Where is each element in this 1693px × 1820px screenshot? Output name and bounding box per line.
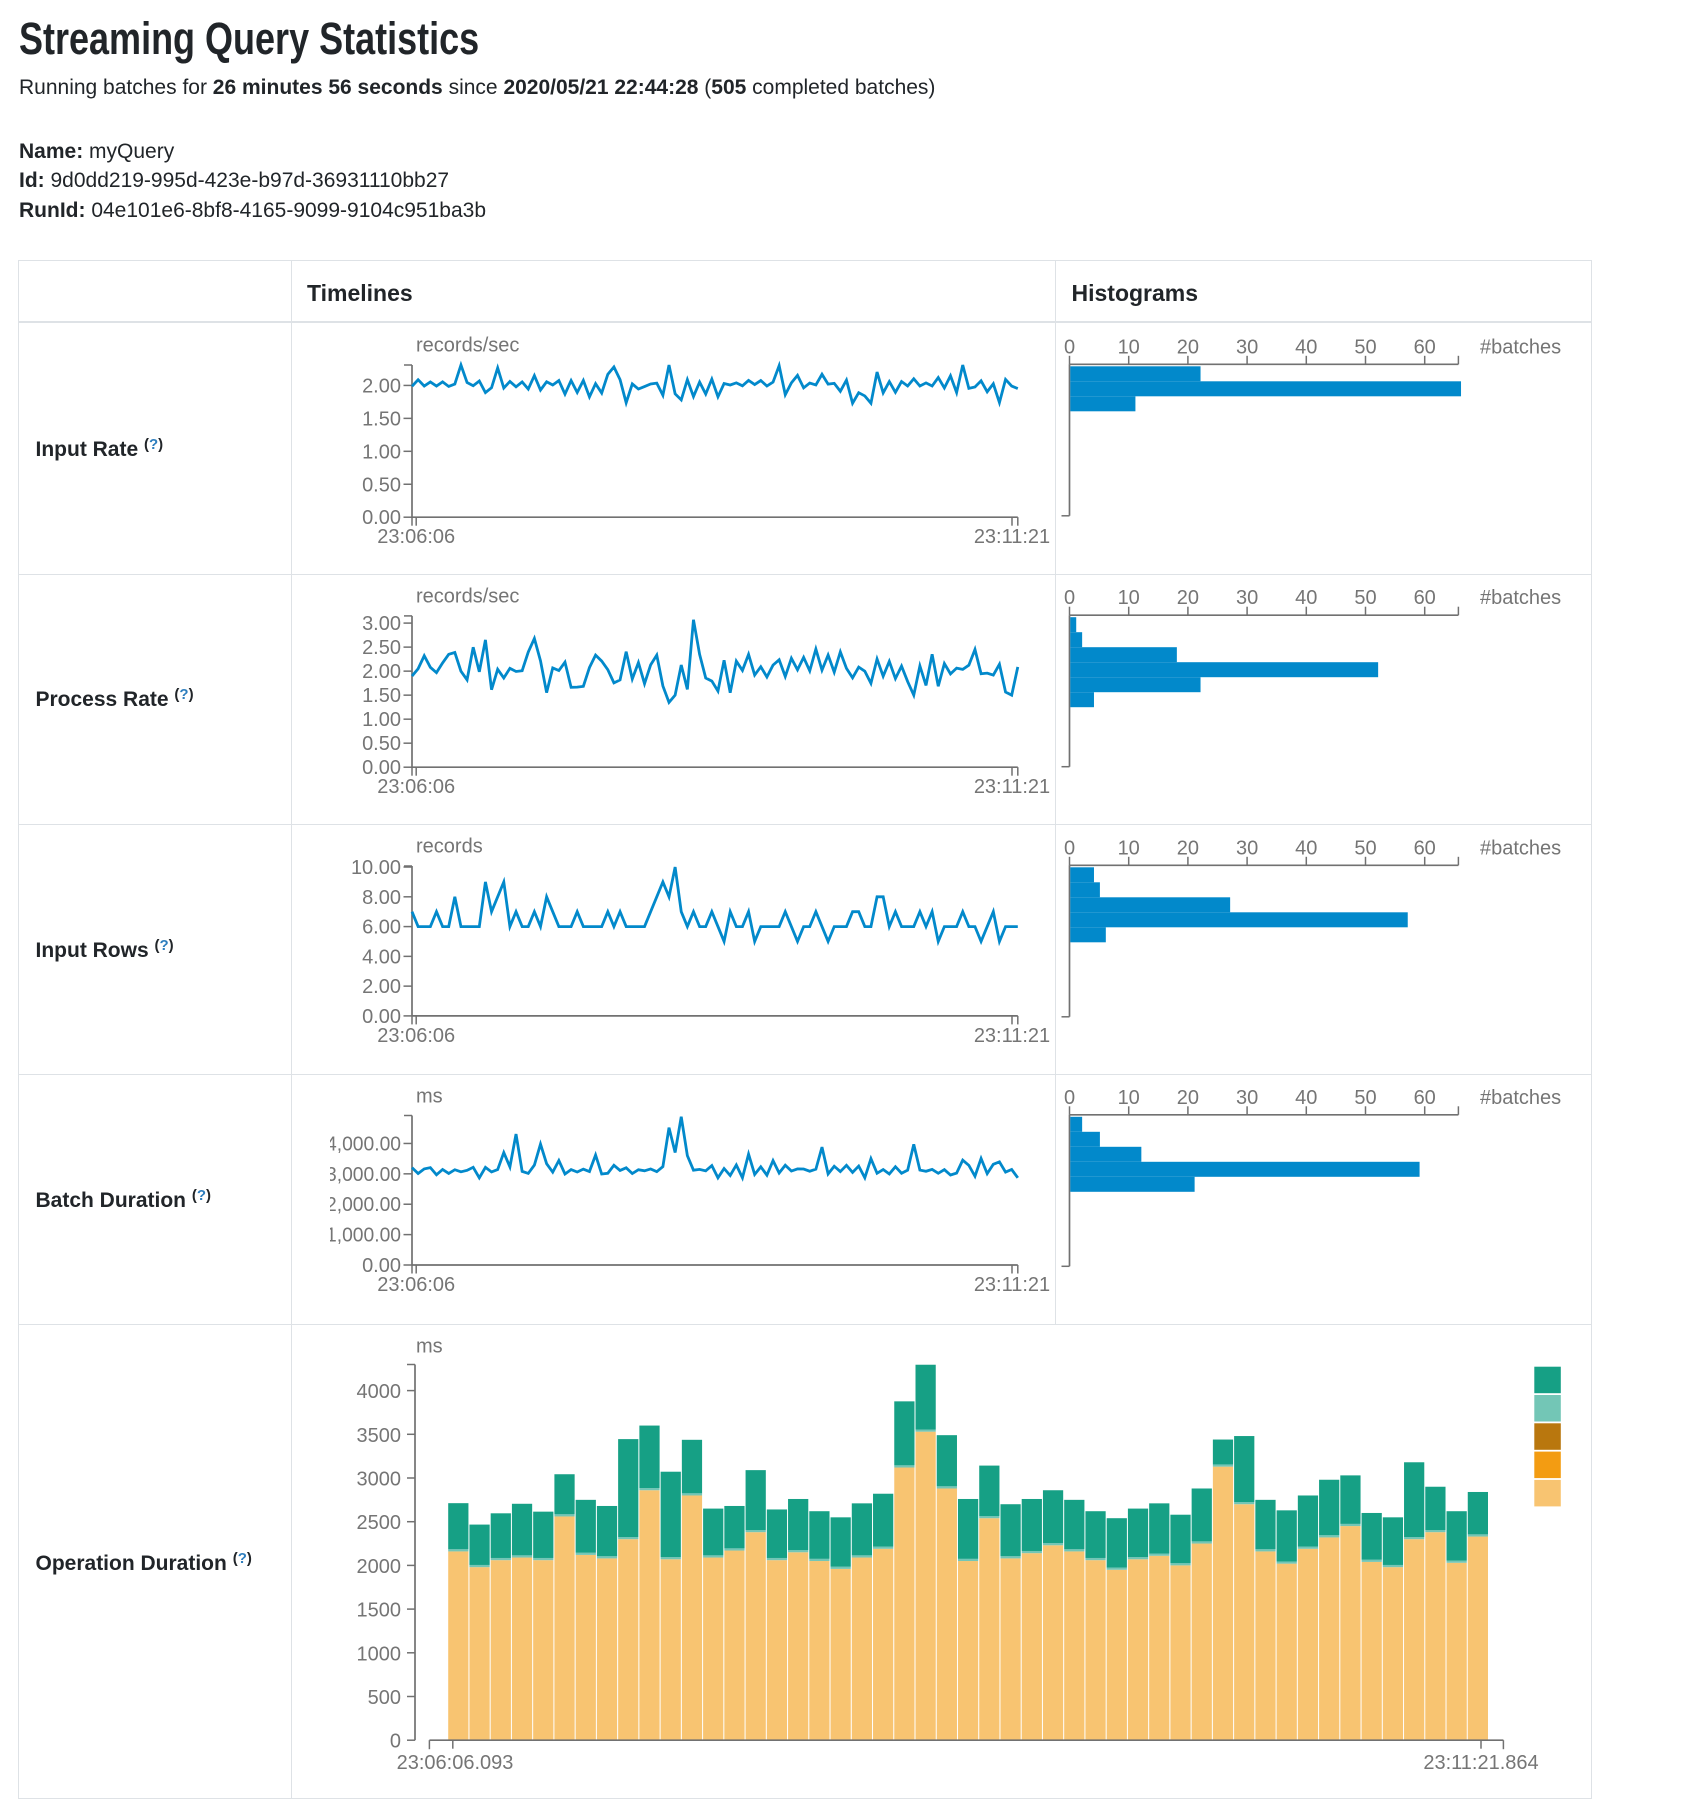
svg-text:4,000.00: 4,000.00 — [330, 1133, 401, 1155]
svg-text:1000: 1000 — [357, 1643, 402, 1665]
svg-text:30: 30 — [1236, 336, 1258, 358]
svg-text:records/sec: records/sec — [416, 334, 519, 356]
svg-text:10: 10 — [1118, 837, 1140, 859]
svg-text:4.00: 4.00 — [362, 946, 401, 968]
svg-text:records: records — [416, 835, 483, 857]
svg-text:50: 50 — [1354, 336, 1376, 358]
svg-text:23:11:21: 23:11:21 — [974, 1274, 1050, 1296]
svg-text:1.50: 1.50 — [362, 408, 401, 430]
svg-text:records/sec: records/sec — [416, 585, 519, 607]
svg-text:60: 60 — [1414, 837, 1436, 859]
svg-text:0: 0 — [1064, 336, 1075, 358]
svg-text:2.50: 2.50 — [362, 637, 401, 659]
svg-text:#batches: #batches — [1480, 1087, 1561, 1109]
svg-text:0.50: 0.50 — [362, 733, 401, 755]
svg-text:30: 30 — [1236, 1087, 1258, 1109]
svg-text:0: 0 — [1064, 587, 1075, 609]
svg-text:60: 60 — [1414, 587, 1436, 609]
svg-text:23:06:06: 23:06:06 — [377, 526, 455, 548]
svg-text:40: 40 — [1295, 837, 1317, 859]
svg-text:23:06:06: 23:06:06 — [377, 1274, 455, 1296]
svg-text:60: 60 — [1414, 1087, 1436, 1109]
svg-text:20: 20 — [1177, 336, 1199, 358]
svg-text:1.00: 1.00 — [362, 709, 401, 731]
svg-text:23:11:21: 23:11:21 — [974, 776, 1050, 798]
svg-text:6.00: 6.00 — [362, 916, 401, 938]
svg-text:23:11:21.864: 23:11:21.864 — [1423, 1752, 1538, 1774]
svg-text:2.00: 2.00 — [362, 661, 401, 683]
svg-text:10: 10 — [1118, 587, 1140, 609]
svg-text:1.00: 1.00 — [362, 441, 401, 463]
svg-text:ms: ms — [416, 1086, 443, 1108]
svg-text:50: 50 — [1354, 837, 1376, 859]
svg-text:1.50: 1.50 — [362, 685, 401, 707]
svg-text:2.00: 2.00 — [362, 976, 401, 998]
svg-text:40: 40 — [1295, 1087, 1317, 1109]
svg-text:#batches: #batches — [1480, 837, 1561, 859]
svg-text:500: 500 — [368, 1687, 401, 1709]
svg-text:0: 0 — [390, 1731, 401, 1753]
svg-text:ms: ms — [416, 1336, 443, 1358]
svg-text:2.00: 2.00 — [362, 375, 401, 397]
svg-text:23:11:21: 23:11:21 — [974, 1024, 1050, 1046]
svg-text:4000: 4000 — [357, 1381, 402, 1403]
svg-text:30: 30 — [1236, 837, 1258, 859]
svg-text:50: 50 — [1354, 1087, 1376, 1109]
svg-text:0.50: 0.50 — [362, 474, 401, 496]
svg-text:3.00: 3.00 — [362, 613, 401, 635]
svg-text:1,000.00: 1,000.00 — [330, 1225, 401, 1247]
svg-text:2000: 2000 — [357, 1556, 402, 1578]
svg-text:0: 0 — [1064, 837, 1075, 859]
svg-text:2500: 2500 — [357, 1512, 402, 1534]
svg-text:30: 30 — [1236, 587, 1258, 609]
svg-text:3500: 3500 — [357, 1425, 402, 1447]
svg-text:20: 20 — [1177, 587, 1199, 609]
svg-text:23:06:06: 23:06:06 — [377, 776, 455, 798]
svg-text:#batches: #batches — [1480, 336, 1561, 358]
svg-text:0.00: 0.00 — [362, 1255, 401, 1277]
svg-text:1500: 1500 — [357, 1600, 402, 1622]
svg-text:2,000.00: 2,000.00 — [330, 1194, 401, 1216]
svg-text:0.00: 0.00 — [362, 507, 401, 529]
svg-text:3000: 3000 — [357, 1469, 402, 1491]
svg-text:0.00: 0.00 — [362, 757, 401, 779]
svg-text:10: 10 — [1118, 1087, 1140, 1109]
svg-text:10: 10 — [1118, 336, 1140, 358]
svg-text:3,000.00: 3,000.00 — [330, 1164, 401, 1186]
svg-text:0: 0 — [1064, 1087, 1075, 1109]
svg-text:50: 50 — [1354, 587, 1376, 609]
svg-text:23:11:21: 23:11:21 — [974, 526, 1050, 548]
svg-text:23:06:06.093: 23:06:06.093 — [397, 1752, 514, 1774]
svg-text:0.00: 0.00 — [362, 1005, 401, 1027]
svg-text:#batches: #batches — [1480, 587, 1561, 609]
svg-text:20: 20 — [1177, 1087, 1199, 1109]
svg-text:60: 60 — [1414, 336, 1436, 358]
svg-text:10.00: 10.00 — [351, 857, 401, 879]
svg-text:8.00: 8.00 — [362, 886, 401, 908]
svg-text:40: 40 — [1295, 587, 1317, 609]
svg-text:40: 40 — [1295, 336, 1317, 358]
svg-text:23:06:06: 23:06:06 — [377, 1024, 455, 1046]
svg-text:20: 20 — [1177, 837, 1199, 859]
